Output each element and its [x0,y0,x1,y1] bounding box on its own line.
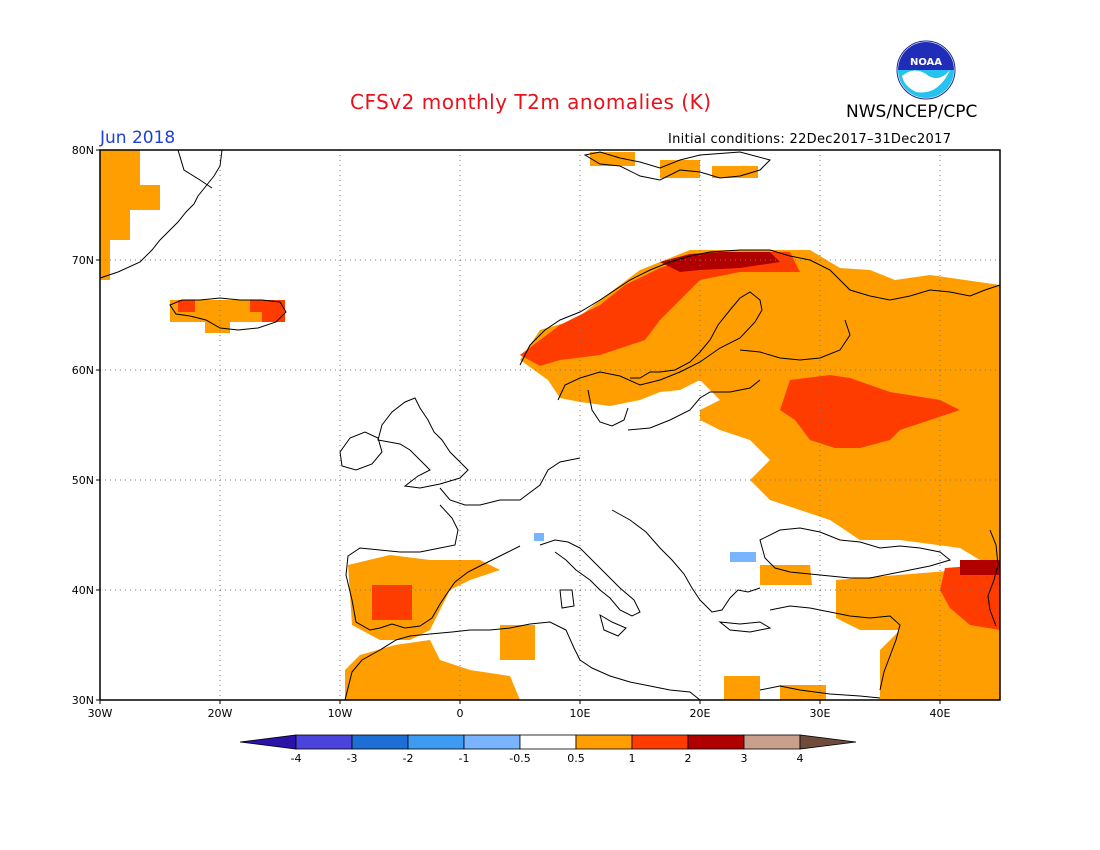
map-gridlines [100,150,1000,700]
colorbar: -4 -3 -2 -1 -0.5 0.5 1 2 3 4 [239,734,857,765]
lat-tick-label: 60N [72,364,94,377]
colorbar-label: -0.5 [509,752,530,765]
anomaly-region-23 [534,533,544,541]
lon-tick-label: 40E [930,707,951,720]
lon-tick-label: 20E [690,707,711,720]
colorbar-label: 0.5 [567,752,585,765]
map-frame [99,149,1001,701]
coastlines [99,149,1001,701]
anomaly-region-19 [724,676,760,700]
lon-tick-label: 20W [208,707,233,720]
colorbar-label: -3 [347,752,358,765]
anomaly-region-10 [660,252,780,272]
colorbar-arrow-low [239,734,297,750]
lat-tick-label: 70N [72,254,94,267]
colorbar-segment [687,734,745,750]
colorbar-label: 3 [741,752,748,765]
agency-label: NWS/NCEP/CPC [846,102,978,122]
colorbar-segment [575,734,633,750]
colorbar-label: 4 [797,752,804,765]
lat-tick-label: 50N [72,474,94,487]
map-title: CFSv2 monthly T2m anomalies (K) [350,90,712,114]
colorbar-segment [407,734,465,750]
anomaly-region-8 [730,300,830,365]
lat-tick-label: 80N [72,144,94,157]
latitude-axis: 80N 70N 60N 50N 40N 30N [72,144,100,707]
lon-tick-label: 0 [457,707,464,720]
initial-conditions: Initial conditions: 22Dec2017–31Dec2017 [668,132,952,147]
lon-tick-label: 30W [88,707,113,720]
colorbar-segment [743,734,801,750]
colorbar-segment [519,734,577,750]
anomaly-region-17 [940,565,1000,630]
colorbar-segment [295,734,353,750]
anomaly-region-4 [590,152,635,166]
anomaly-region-13 [372,585,412,620]
anomaly-region-3 [250,300,285,322]
lon-tick-label: 10W [328,707,353,720]
lat-tick-label: 30N [72,694,94,707]
anomaly-region-21 [760,565,812,585]
colorbar-segment [631,734,689,750]
colorbar-arrow-high [799,734,857,750]
lat-tick-label: 40N [72,584,94,597]
anomaly-region-22 [730,552,756,562]
anomaly-region-9 [520,252,800,366]
colorbar-segment [351,734,409,750]
colorbar-label: 2 [685,752,692,765]
anomaly-region-11 [780,375,960,448]
anomaly-region-6 [712,166,758,178]
anomaly-region-2 [178,300,195,312]
colorbar-label: -1 [459,752,470,765]
colorbar-label: 1 [629,752,636,765]
forecast-month: Jun 2018 [100,128,176,148]
noaa-logo: NOAA [896,40,956,100]
anomaly-tiles [100,150,1000,700]
anomaly-region-0 [100,150,160,280]
anomaly-region-18 [960,560,1000,575]
colorbar-label: -2 [403,752,414,765]
noaa-logo-text: NOAA [910,57,942,68]
colorbar-segment [463,734,521,750]
anomaly-region-5 [660,160,700,178]
colorbar-label: -4 [291,752,302,765]
lon-tick-label: 30E [810,707,831,720]
anomaly-region-15 [500,625,535,660]
longitude-axis: 30W 20W 10W 0 10E 20E 30E 40E [88,700,951,720]
lon-tick-label: 10E [570,707,591,720]
anomaly-region-14 [345,640,520,700]
